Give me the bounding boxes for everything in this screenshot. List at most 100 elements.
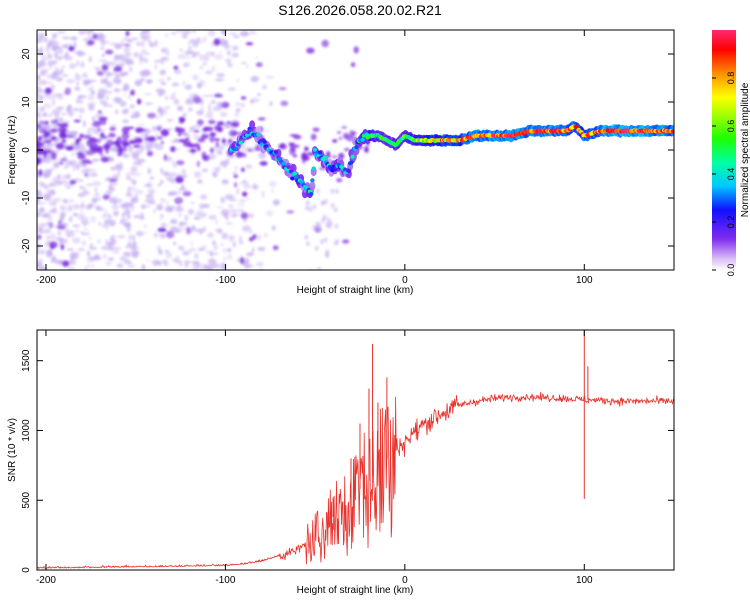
carrier-core xyxy=(262,139,267,144)
spectrogram-signal-blob xyxy=(259,161,268,166)
spectrogram-signal-blob xyxy=(234,182,238,188)
spectrogram-noise-blob xyxy=(245,264,255,268)
spectrogram-noise-blob xyxy=(250,75,259,83)
spectrogram-noise-blob xyxy=(120,203,128,208)
spectrogram-noise-blob xyxy=(47,193,52,199)
spectrogram-noise-blob xyxy=(37,63,42,69)
spectrogram-noise-blob xyxy=(44,37,48,43)
carrier-core xyxy=(360,137,365,142)
spectrogram-noise-blob xyxy=(96,33,105,40)
spectrogram-signal-blob xyxy=(69,179,77,185)
carrier-core xyxy=(670,129,674,134)
spectrogram-noise-blob xyxy=(249,230,253,234)
spectrogram-signal-blob xyxy=(121,139,129,147)
spectrogram-signal-blob xyxy=(37,140,41,146)
spectrogram-noise-blob xyxy=(61,174,67,182)
spectrogram-noise-blob xyxy=(253,183,256,186)
spectrogram-signal-blob xyxy=(122,145,127,153)
spectrogram-noise-blob xyxy=(125,192,133,197)
spectrogram-noise-blob xyxy=(192,30,196,33)
carrier-core xyxy=(309,191,314,196)
spectrogram-noise-blob xyxy=(177,54,186,60)
spectrogram-noise-blob xyxy=(186,55,191,59)
spectrogram-signal-blob xyxy=(109,178,118,182)
spectrogram-noise-blob xyxy=(145,79,153,83)
spectrogram-signal-blob xyxy=(61,260,70,267)
x-tick-label: -100 xyxy=(215,275,235,286)
spectrogram-noise-blob xyxy=(51,33,59,37)
spectrogram-noise-blob xyxy=(47,50,50,55)
spectrogram-noise-blob xyxy=(37,74,41,81)
spectrogram-noise-blob xyxy=(227,87,236,91)
spectrogram-noise-blob xyxy=(112,249,120,254)
carrier-core xyxy=(317,150,323,155)
y-tick-label: 0 xyxy=(21,147,32,153)
spectrogram-noise-blob xyxy=(131,37,139,40)
spectrogram-noise-blob xyxy=(62,74,68,77)
spectrogram-noise-blob xyxy=(160,58,165,65)
spectrogram-noise-blob xyxy=(167,76,171,81)
spectrogram-noise-blob xyxy=(112,98,120,102)
spectrogram-noise-blob xyxy=(202,36,207,42)
spectrogram-noise-blob xyxy=(58,244,62,247)
spectrogram-noise-blob xyxy=(111,204,120,210)
carrier-core xyxy=(322,155,328,160)
spectrogram-signal-blob xyxy=(101,64,109,71)
spectrogram-signal-blob xyxy=(289,134,299,137)
spectrogram-signal-blob xyxy=(301,152,308,160)
spectrogram-noise-blob xyxy=(141,49,148,55)
spectrogram-noise-blob xyxy=(157,183,162,188)
spectrogram-noise-blob xyxy=(334,223,339,229)
spectrogram-noise-blob xyxy=(38,259,44,263)
spectrogram-noise-blob xyxy=(178,187,187,191)
spectrogram-noise-blob xyxy=(94,186,98,194)
spectrogram-noise-blob xyxy=(49,183,52,188)
spectrogram-noise xyxy=(37,30,372,270)
spectrogram-signal-blob xyxy=(121,126,130,134)
spectrogram-signal-blob xyxy=(105,49,114,55)
spectrogram-noise-blob xyxy=(147,201,157,205)
spectrogram-noise-blob xyxy=(40,249,45,255)
spectrogram-signal-blob xyxy=(243,152,247,158)
spectrogram-noise-blob xyxy=(223,256,227,261)
colorbar-label: Normalized spectral amplitude xyxy=(740,82,750,217)
spectrogram-noise-blob xyxy=(88,88,91,91)
spectrogram-noise-blob xyxy=(82,186,87,193)
spectrogram-noise-blob xyxy=(44,227,52,230)
spectrogram-noise-blob xyxy=(88,169,97,172)
carrier-core xyxy=(233,146,238,151)
spectrogram-noise-blob xyxy=(75,72,79,77)
spectrogram-signal-blob xyxy=(342,239,350,244)
spectrogram-noise-blob xyxy=(52,211,60,214)
spectrogram-noise-blob xyxy=(56,180,63,186)
spectrogram-signal-blob xyxy=(207,119,216,125)
spectrogram-noise-blob xyxy=(50,144,54,148)
spectrogram-noise-blob xyxy=(271,189,274,193)
spectrogram-noise-blob xyxy=(119,220,125,225)
spectrogram-noise-blob xyxy=(52,71,60,75)
spectrogram-signal-blob xyxy=(186,227,191,235)
spectrogram-noise-blob xyxy=(75,229,80,233)
spectrogram-noise-blob xyxy=(142,204,151,209)
spectrogram-noise-blob xyxy=(212,171,218,178)
colorbar-ticks: 0.0 0.2 0.4 0.6 0.8 xyxy=(712,72,736,276)
spectrogram-noise-blob xyxy=(191,225,196,231)
spectrogram-signal-blob xyxy=(100,132,105,139)
spectrogram-noise-blob xyxy=(48,39,56,44)
spectrogram-noise-blob xyxy=(165,34,168,38)
spectrogram-noise-blob xyxy=(223,39,228,45)
spectrogram-noise-blob xyxy=(37,86,41,89)
spectrogram-noise-blob xyxy=(52,207,56,213)
spectrogram-noise-blob xyxy=(39,69,47,76)
spectrogram-noise-blob xyxy=(72,237,81,244)
x-tick-label: -100 xyxy=(215,575,235,586)
spectrogram-noise-blob xyxy=(76,50,84,57)
spectrogram-noise-blob xyxy=(233,35,240,39)
spectrogram-noise-blob xyxy=(239,30,249,37)
spectrogram-noise-blob xyxy=(68,199,74,202)
colorbar-tick-label: 0.4 xyxy=(726,168,736,181)
spectrogram-noise-blob xyxy=(175,254,179,261)
spectrogram-signal-blob xyxy=(38,136,43,141)
spectrogram-signal-blob xyxy=(210,147,214,154)
spectrogram-noise-blob xyxy=(37,202,46,205)
